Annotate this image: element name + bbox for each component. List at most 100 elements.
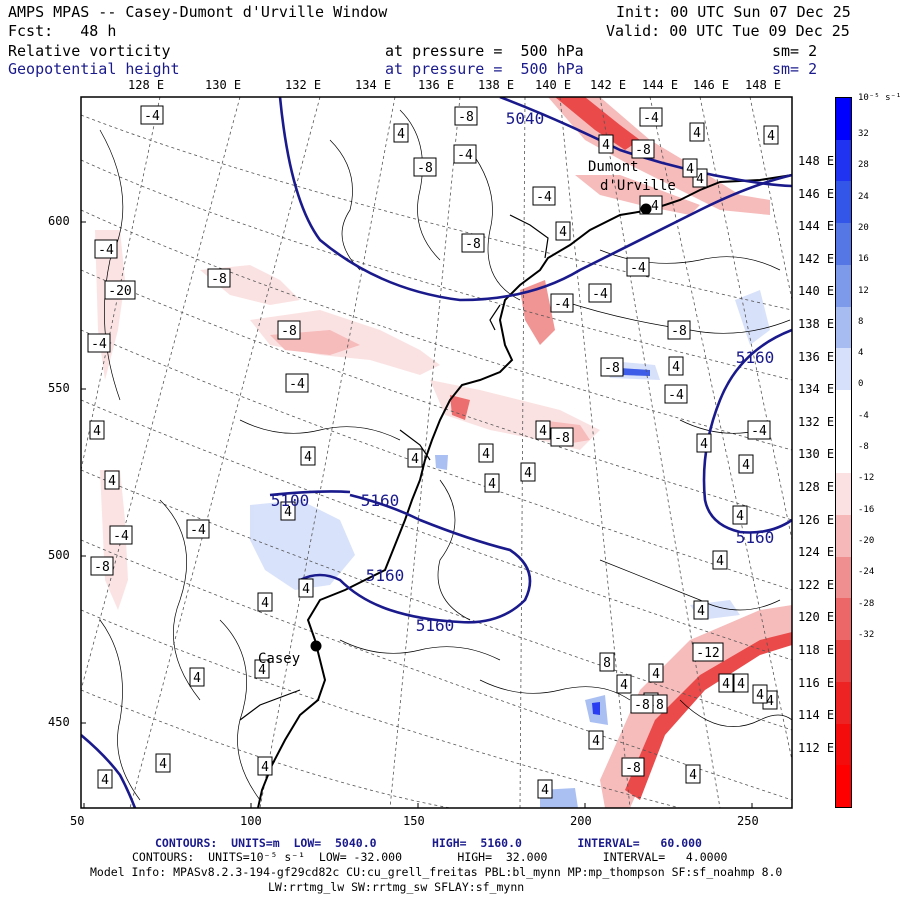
svg-text:4: 4: [737, 677, 745, 692]
svg-text:4: 4: [736, 509, 744, 524]
height-contour-label: 5160: [736, 528, 775, 547]
top-lon-label: 148 E: [745, 78, 782, 92]
svg-text:4: 4: [696, 172, 704, 187]
svg-text:4: 4: [602, 138, 610, 153]
vorticity-contour-label: -4: [87, 333, 111, 353]
vorticity-contour-label: -8: [207, 268, 231, 288]
vorticity-contour-label: 4: [393, 123, 409, 143]
colorbar-swatch: [836, 681, 851, 725]
right-lon-label: 148 E: [798, 154, 835, 168]
vorticity-contour-label: 4: [555, 221, 571, 241]
vorticity-contour-label: 4: [257, 592, 273, 612]
station-label: Casey: [258, 651, 300, 667]
svg-text:-20: -20: [108, 284, 131, 299]
colorbar-swatch: [836, 306, 851, 349]
colorbar-label: -20: [858, 535, 875, 546]
field2-name: Geopotential height: [8, 60, 180, 78]
colorbar-swatch: [836, 723, 851, 766]
vorticity-contour-label: 8: [599, 652, 615, 672]
vorticity-contour-label: 4: [616, 674, 632, 694]
vorticity-contour-label: 4: [254, 659, 270, 679]
vorticity-contour-label: 4: [718, 673, 734, 693]
svg-text:-8: -8: [281, 324, 297, 339]
colorbar-label: -24: [858, 567, 875, 578]
svg-text:-8: -8: [417, 161, 433, 176]
svg-text:4: 4: [700, 437, 708, 452]
svg-text:4: 4: [541, 783, 549, 798]
colorbar-swatch: [836, 264, 851, 308]
vorticity-contour-label: 4: [89, 420, 105, 440]
svg-text:-4: -4: [91, 337, 107, 352]
forecast-hour: Fcst: 48 h: [8, 22, 117, 40]
vorticity-contour-label: -8: [621, 757, 645, 777]
svg-text:4: 4: [539, 424, 547, 439]
svg-text:-8: -8: [635, 143, 651, 158]
right-lon-label: 116 E: [798, 675, 835, 690]
x-grid-label: 100: [240, 814, 262, 828]
vorticity-contour-label: 4: [300, 446, 316, 466]
right-lon-label: 112 E: [798, 740, 835, 755]
colorbar-label: -16: [858, 504, 875, 515]
vorticity-contour-label: 4: [693, 600, 709, 620]
field1-name: Relative vorticity: [8, 42, 171, 60]
svg-text:4: 4: [302, 582, 310, 597]
right-lon-label: 128 E: [798, 480, 835, 494]
svg-text:-4: -4: [113, 529, 129, 544]
vorticity-contour-label: -12: [692, 642, 724, 662]
vorticity-contour-label: 4: [668, 356, 684, 376]
top-lon-label: 136 E: [418, 78, 455, 92]
colorbar-swatch: [836, 598, 851, 641]
vorticity-contour-label: -4: [453, 144, 477, 164]
svg-text:4: 4: [258, 663, 266, 678]
colorbar-label: 20: [858, 222, 869, 233]
svg-text:4: 4: [652, 667, 660, 682]
svg-text:-8: -8: [554, 431, 570, 446]
field2-level: at pressure = 500 hPa: [385, 60, 584, 78]
right-lon-label: 142 E: [798, 251, 835, 266]
y-grid-label: 550: [48, 381, 70, 395]
colorbar-label: 12: [858, 285, 869, 296]
vorticity-contour-label: -4: [94, 239, 118, 259]
vorticity-contour-label: -8: [277, 320, 301, 340]
svg-text:-4: -4: [592, 287, 608, 302]
vorticity-contour-label: 4: [537, 779, 553, 799]
vorticity-contour-label: -4: [532, 186, 556, 206]
colorbar-label: 0: [858, 379, 864, 390]
svg-text:-4: -4: [289, 377, 305, 392]
colorbar-label: -32: [858, 629, 875, 640]
lat-lon-grid: [81, 97, 792, 808]
vorticity-contour-label: 4: [520, 462, 536, 482]
svg-text:-12: -12: [696, 646, 719, 661]
height-contour-label: 5160: [366, 566, 405, 585]
vorticity-contour-label: 4: [696, 433, 712, 453]
vorticity-contour-label: 4: [189, 667, 205, 687]
svg-text:4: 4: [766, 694, 774, 709]
colorbar-label: -28: [858, 598, 875, 609]
field1-level: at pressure = 500 hPa: [385, 42, 584, 60]
svg-text:4: 4: [742, 458, 750, 473]
top-lon-label: 144 E: [642, 78, 679, 92]
vorticity-contour-label: 4: [682, 158, 698, 178]
vorticity-contour-label: -20: [104, 280, 136, 300]
field2-smoothing: sm= 2: [772, 60, 818, 78]
svg-text:4: 4: [697, 604, 705, 619]
svg-text:4: 4: [767, 129, 775, 144]
vorticity-contour-label: -8: [454, 106, 478, 126]
svg-text:-8: -8: [465, 237, 481, 252]
svg-text:4: 4: [304, 450, 312, 465]
top-lon-label: 140 E: [535, 78, 572, 92]
svg-text:4: 4: [620, 678, 628, 693]
axis-ticks: [81, 221, 753, 808]
vorticity-contour-label: 4: [257, 756, 273, 776]
colorbar-label: 28: [858, 160, 869, 171]
top-lon-label: 134 E: [355, 78, 392, 92]
svg-text:-4: -4: [536, 190, 552, 205]
svg-text:-4: -4: [98, 243, 114, 258]
right-lon-label: 130 E: [798, 447, 835, 462]
svg-text:4: 4: [488, 477, 496, 492]
vorticity-contour-label: 4: [732, 505, 748, 525]
svg-text:4: 4: [411, 452, 419, 467]
colorbar: [835, 97, 852, 808]
height-contour-label: 5100: [271, 491, 310, 510]
top-lon-label: 132 E: [285, 78, 322, 92]
